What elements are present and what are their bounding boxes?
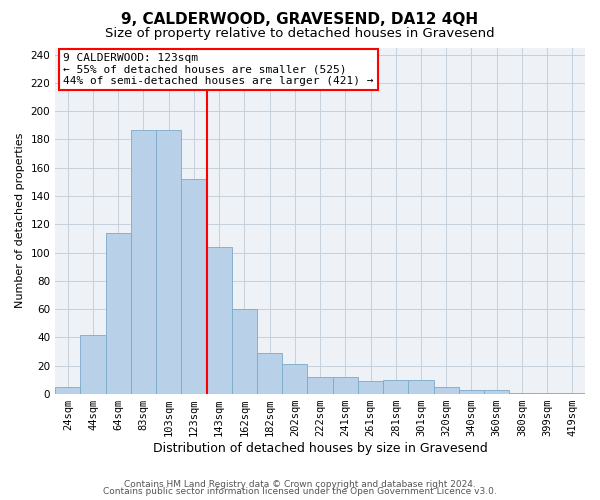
Bar — [383, 380, 409, 394]
Bar — [156, 130, 181, 394]
Bar — [358, 382, 383, 394]
Bar — [535, 392, 560, 394]
Text: 9, CALDERWOOD, GRAVESEND, DA12 4QH: 9, CALDERWOOD, GRAVESEND, DA12 4QH — [121, 12, 479, 28]
Bar — [409, 380, 434, 394]
Text: Contains HM Land Registry data © Crown copyright and database right 2024.: Contains HM Land Registry data © Crown c… — [124, 480, 476, 489]
Bar — [257, 353, 282, 394]
Bar — [106, 233, 131, 394]
Bar — [80, 334, 106, 394]
Y-axis label: Number of detached properties: Number of detached properties — [15, 133, 25, 308]
Bar — [509, 392, 535, 394]
Bar — [459, 390, 484, 394]
Bar — [131, 130, 156, 394]
Bar — [434, 387, 459, 394]
Text: 9 CALDERWOOD: 123sqm
← 55% of detached houses are smaller (525)
44% of semi-deta: 9 CALDERWOOD: 123sqm ← 55% of detached h… — [63, 52, 374, 86]
Bar — [484, 390, 509, 394]
X-axis label: Distribution of detached houses by size in Gravesend: Distribution of detached houses by size … — [153, 442, 487, 455]
Text: Size of property relative to detached houses in Gravesend: Size of property relative to detached ho… — [105, 28, 495, 40]
Bar — [55, 387, 80, 394]
Bar — [206, 247, 232, 394]
Bar — [560, 392, 585, 394]
Bar — [307, 377, 332, 394]
Bar — [332, 377, 358, 394]
Text: Contains public sector information licensed under the Open Government Licence v3: Contains public sector information licen… — [103, 488, 497, 496]
Bar — [181, 179, 206, 394]
Bar — [232, 309, 257, 394]
Bar — [282, 364, 307, 394]
